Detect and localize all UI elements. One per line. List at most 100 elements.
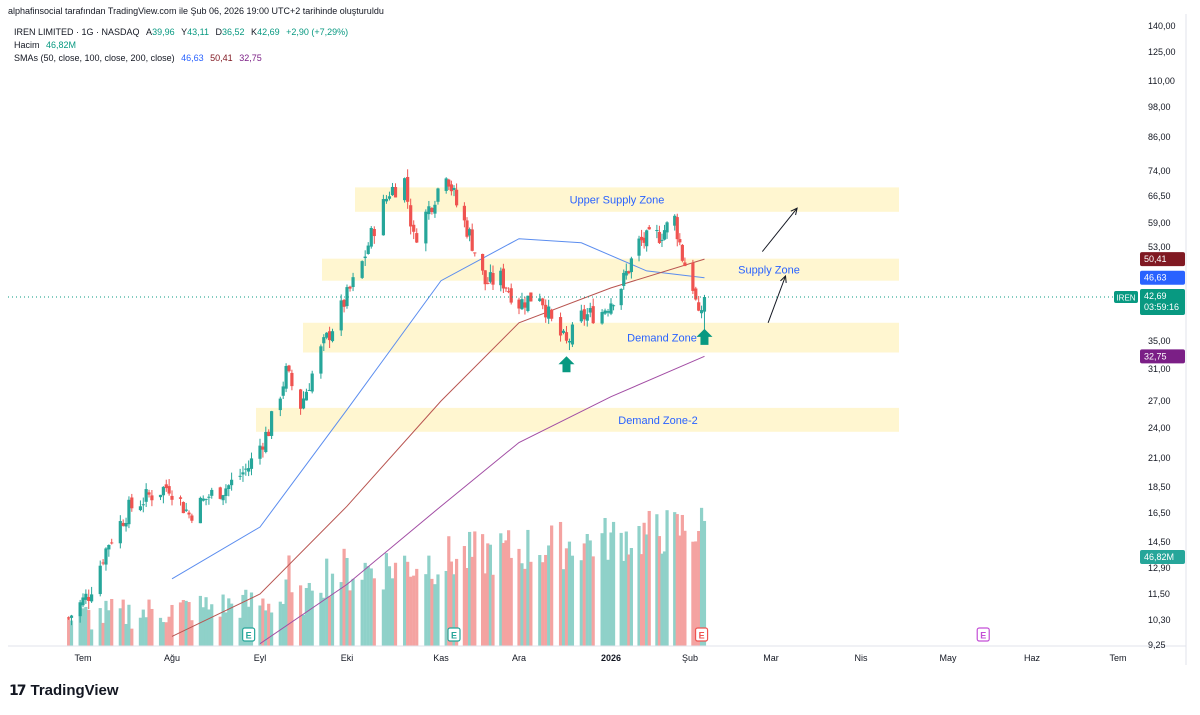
y-tick-label: 59,00 [1148, 218, 1171, 228]
zone-rect [322, 258, 899, 281]
tradingview-logo-icon: 17 [9, 682, 27, 699]
last-price-badge-box [1140, 289, 1185, 315]
volume-bar [501, 542, 505, 646]
zone-rect [303, 322, 899, 353]
candle-body [585, 314, 589, 321]
earnings-marker-box [694, 627, 709, 642]
volume-bar [227, 598, 231, 646]
candle-body [483, 270, 487, 285]
candle-body [270, 411, 274, 436]
volume-bar [486, 543, 490, 646]
candle-body [384, 198, 389, 202]
candle-body [517, 299, 521, 309]
sma-legend[interactable]: SMAs (50, close, 100, close, 200, close)… [14, 53, 262, 64]
candle-body [433, 204, 437, 214]
volume-bar [224, 612, 228, 646]
candle-body [603, 310, 607, 314]
candle-body [561, 330, 566, 333]
volume-bar [662, 551, 667, 646]
x-tick-label: Ara [512, 653, 526, 663]
earnings-marker-icon: E [694, 627, 709, 642]
candle-body [520, 299, 524, 310]
volume-bar [627, 554, 631, 646]
candle-body [473, 252, 477, 254]
high-label: Y [181, 27, 188, 37]
volume-bar [230, 603, 234, 646]
candle-body [78, 602, 82, 617]
candle-body [486, 282, 490, 284]
volume-bar [629, 548, 633, 646]
volume-bar [241, 594, 245, 646]
volume-bar [647, 510, 651, 646]
volume-bar [184, 600, 188, 646]
candle-body [390, 186, 395, 196]
candle-body [665, 222, 669, 233]
y-tick-label: 98,00 [1148, 102, 1171, 112]
volume-label: Hacim [14, 40, 40, 50]
candle-body [67, 617, 71, 619]
last-price-badge-text: 03:59:16 [1144, 302, 1179, 312]
candle-body [69, 615, 74, 618]
volume-bar [339, 582, 343, 646]
candle-body [499, 270, 503, 286]
volume-bar [622, 560, 626, 646]
x-tick-label: Şub [682, 653, 698, 663]
volume-bar [639, 554, 644, 646]
earnings-marker-icon: E [447, 627, 461, 642]
tradingview-logo[interactable]: 17 TradingView [9, 682, 119, 699]
candle-body [328, 331, 332, 341]
candle-body [675, 217, 679, 240]
volume-bar [141, 609, 145, 646]
volume-bar [541, 562, 545, 646]
volume-bar [675, 514, 679, 646]
x-tick-label: Tem [74, 653, 91, 663]
volume-bar [452, 574, 456, 646]
candle-body [351, 277, 355, 288]
volume-bar [345, 557, 349, 646]
volume-bar [201, 607, 205, 646]
sma-layer [171, 238, 705, 645]
candle-body [322, 337, 326, 344]
candle-body [436, 188, 440, 202]
x-tick-label: Eyl [254, 653, 267, 663]
candle-body [606, 311, 610, 313]
candle-body [645, 230, 649, 247]
volume-bar [433, 584, 437, 646]
x-tick-label: May [939, 653, 957, 663]
volume-bar [619, 532, 623, 646]
candle-body [241, 472, 245, 475]
volume-bar [161, 622, 165, 646]
volume-bar [678, 535, 682, 646]
volume-bar [702, 520, 707, 646]
zone-label: Demand Zone-2 [618, 415, 698, 427]
volume-bar [118, 608, 122, 646]
y-tick-label: 66,50 [1148, 191, 1171, 201]
candle-body [299, 389, 303, 409]
volume-bar [351, 578, 355, 646]
candle-body [98, 565, 102, 595]
low-label: D [215, 27, 223, 37]
volume-bar [544, 554, 548, 646]
candle-body [655, 230, 659, 232]
sma100-badge-text: 50,41 [1144, 254, 1167, 264]
volume-bar [665, 510, 669, 646]
volume-bar [167, 616, 171, 646]
volume-value: 46,82M [46, 40, 77, 50]
candle-body [218, 487, 222, 499]
volume-bar [221, 594, 225, 646]
volume-bar [526, 529, 530, 646]
x-tick-label: Ağu [164, 653, 180, 663]
volume-bar [218, 616, 222, 646]
volume-bar [158, 617, 163, 646]
candle-body [104, 548, 108, 565]
candle-body [629, 258, 633, 273]
volume-legend[interactable]: Hacim 46,82M [14, 40, 76, 51]
volume-badge: 46,82M [1140, 550, 1185, 564]
symbol-legend[interactable]: IREN LIMITED · 1G · NASDAQ A39,96 Y43,11… [14, 27, 348, 38]
y-tick-label: 74,00 [1148, 166, 1171, 176]
volume-bar [657, 536, 662, 646]
volume-bar [582, 543, 586, 646]
chart-credit: alphafinsocial tarafından TradingView.co… [8, 6, 384, 16]
volume-bar [547, 545, 551, 646]
